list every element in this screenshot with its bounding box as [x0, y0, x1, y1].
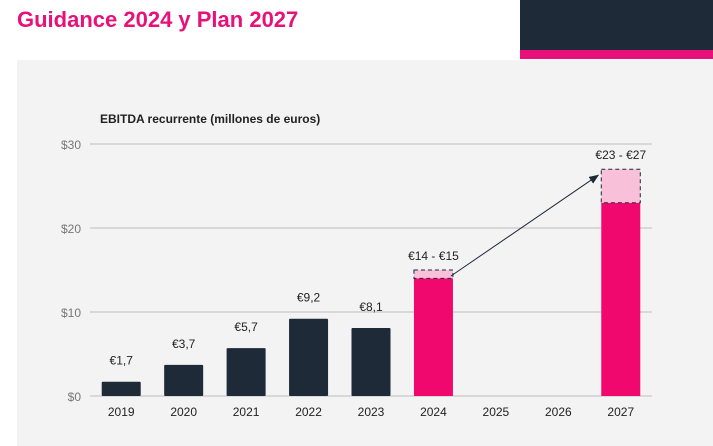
corner-decoration-accent [520, 50, 713, 59]
page-title: Guidance 2024 y Plan 2027 [17, 7, 299, 32]
bar-2022 [289, 318, 329, 396]
bar-2020 [164, 364, 204, 396]
data-label-2020: €3,7 [172, 337, 196, 351]
data-label-2021: €5,7 [234, 320, 258, 334]
guidance-bar-2027 [601, 202, 641, 396]
guidance-range-2024 [413, 269, 454, 279]
y-tick-label: $20 [61, 222, 81, 236]
x-tick-label: 2023 [358, 405, 385, 419]
bar-2019 [101, 381, 141, 396]
trend-arrow [450, 174, 600, 277]
y-tick-label: $30 [61, 138, 81, 152]
x-tick-label: 2021 [233, 405, 260, 419]
x-tick-label: 2025 [483, 405, 510, 419]
x-tick-label: 2022 [295, 405, 322, 419]
guidance-bar-2024 [413, 278, 453, 396]
chart-title: EBITDA recurrente (millones de euros) [100, 112, 320, 126]
x-tick-label: 2020 [170, 405, 197, 419]
data-label-2022: €9,2 [297, 291, 321, 305]
ebitda-chart: EBITDA recurrente (millones de euros) $0 $… [61, 112, 652, 419]
y-tick-label: $0 [68, 390, 82, 404]
x-tick-label: 2026 [545, 405, 572, 419]
data-label-2023: €8,1 [359, 300, 383, 314]
y-tick-label: $10 [61, 306, 81, 320]
bar-2021 [226, 348, 266, 396]
data-label-2024: €14 - €15 [408, 249, 459, 263]
data-label-2019: €1,7 [110, 354, 134, 368]
bar-2023 [351, 327, 391, 396]
guidance-range-2027 [600, 168, 641, 204]
x-tick-label: 2019 [108, 405, 135, 419]
corner-decoration-dark [520, 0, 713, 50]
chart-panel: EBITDA recurrente (millones de euros) $0 $… [17, 60, 713, 446]
x-tick-label: 2027 [607, 405, 634, 419]
data-label-2027: €23 - €27 [595, 148, 646, 162]
x-tick-label: 2024 [420, 405, 447, 419]
